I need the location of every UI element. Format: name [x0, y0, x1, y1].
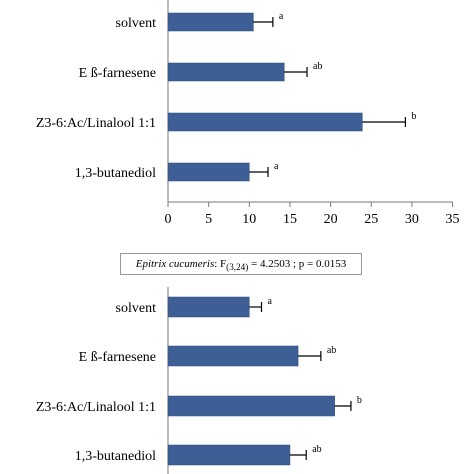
- panel1-category-label: solvent: [116, 16, 157, 31]
- panel1-x-tick-label: 25: [364, 212, 378, 227]
- panel1-x-tick-label: 15: [283, 212, 297, 227]
- panel1-significance-label: a: [274, 161, 279, 172]
- panel1-bar: [167, 162, 250, 182]
- panel1-category-label: E ß-farnesene: [79, 66, 156, 81]
- panel1-category-label: 1,3-butanediol: [75, 166, 156, 181]
- panel2-category-label: Z3-6:Ac/Linalool 1:1: [36, 400, 156, 415]
- degrees-of-freedom: (3,24): [226, 262, 249, 273]
- panel1-significance-label: b: [411, 111, 416, 122]
- panel1-significance-label: a: [279, 11, 284, 22]
- panel2-bar: [167, 444, 291, 466]
- panel1-bar: [167, 112, 363, 132]
- panel1-bar: [167, 62, 285, 82]
- panel2-significance-label: b: [357, 395, 362, 406]
- panel2-bar: [167, 296, 250, 318]
- panel1-x-tick-label: 35: [446, 212, 460, 227]
- panel1-x-tick-label: 20: [324, 212, 338, 227]
- statistic-values: = 4.2503 ; p = 0.0153: [248, 258, 347, 270]
- panel2-significance-label: a: [267, 296, 272, 307]
- panel1-bar: [167, 12, 254, 32]
- panel2-bar: [167, 345, 299, 367]
- panel2-significance-label: ab: [312, 444, 321, 455]
- statistic-prefix: : F: [214, 258, 227, 270]
- panel2-category-label: solvent: [116, 301, 157, 316]
- panel1-x-tick-label: 30: [405, 212, 419, 227]
- species-name: Epitrix cucumeris: [135, 258, 215, 270]
- panel2-category-label: E ß-farnesene: [79, 350, 156, 365]
- panel1-category-label: Z3-6:Ac/Linalool 1:1: [36, 116, 156, 131]
- statistics-caption: Epitrix cucumeris: F(3,24) = 4.2503 ; p …: [120, 253, 362, 275]
- panel1-x-tick-label: 0: [165, 212, 172, 227]
- panel1-significance-label: ab: [313, 61, 322, 72]
- panel2-category-label: 1,3-butanediol: [75, 449, 156, 464]
- panel1-x-tick-label: 5: [205, 212, 212, 227]
- panel2-significance-label: ab: [327, 345, 336, 356]
- panel2-bar: [167, 395, 335, 417]
- panel1-x-tick-label: 10: [242, 212, 256, 227]
